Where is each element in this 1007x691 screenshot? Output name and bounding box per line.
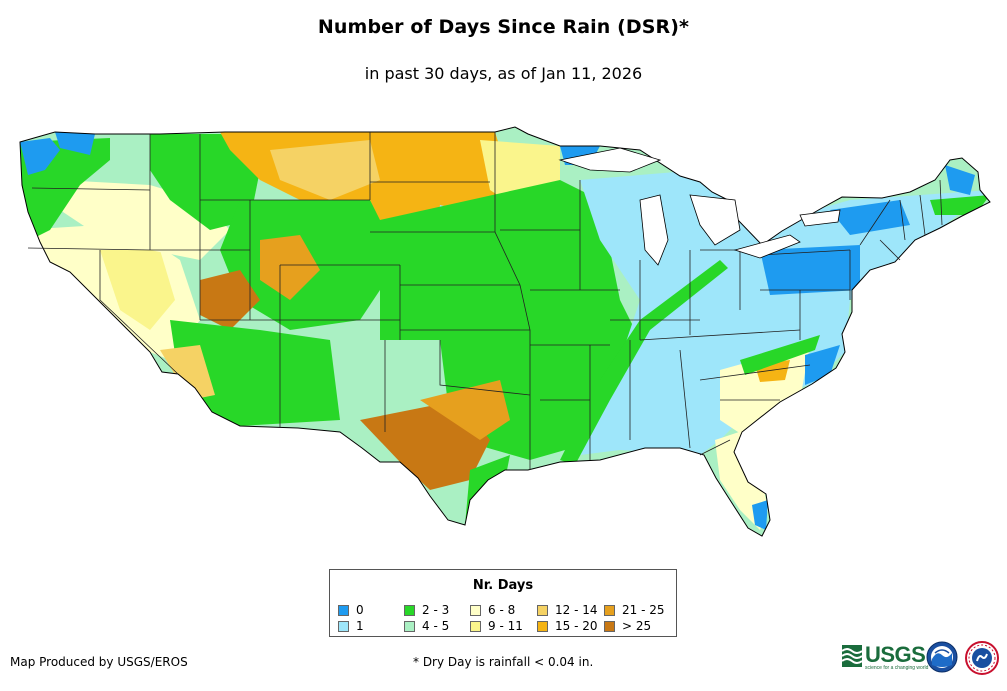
- legend-item-1: 1: [338, 619, 364, 633]
- legend-label: 9 - 11: [488, 619, 523, 633]
- legend-item-8: 21 - 25: [604, 603, 665, 617]
- legend-label: 4 - 5: [422, 619, 450, 633]
- region-eastern-us: [580, 170, 990, 455]
- lake-huron: [689, 194, 741, 246]
- legend-item-4: 6 - 8: [470, 603, 515, 617]
- region-utah-orange: [200, 270, 260, 330]
- legend-label: 15 - 20: [555, 619, 598, 633]
- region-maine-blue: [945, 165, 975, 195]
- region-texas-orange: [420, 380, 510, 440]
- usgs-wordmark: USGS: [865, 641, 926, 667]
- legend-item-3: 4 - 5: [404, 619, 449, 633]
- footnote: * Dry Day is rainfall < 0.04 in.: [413, 655, 594, 669]
- legend-label: 12 - 14: [555, 603, 598, 617]
- region-new-england-blue: [830, 200, 910, 235]
- legend-swatch: [470, 604, 481, 616]
- region-northern-rockies: [150, 134, 260, 230]
- legend-swatch: [404, 604, 415, 616]
- us-outline: [19, 126, 991, 537]
- legend-label: 0: [356, 603, 364, 617]
- legend-item-7: 15 - 20: [537, 619, 598, 633]
- usgs-wave-icon: [842, 645, 862, 667]
- region-interior-west: [100, 250, 175, 330]
- legend-swatch: [537, 620, 548, 632]
- legend-label: 2 - 3: [422, 603, 450, 617]
- map-credit: Map Produced by USGS/EROS: [10, 655, 188, 669]
- region-arizona-yellow: [160, 345, 215, 400]
- region-montana-yellow: [270, 140, 380, 200]
- legend-item-6: 12 - 14: [537, 603, 598, 617]
- lake-erie: [733, 234, 801, 259]
- legend-item-2: 2 - 3: [404, 603, 449, 617]
- us-dsr-map: [19, 126, 991, 537]
- region-nc-coast-blue: [805, 345, 840, 385]
- legend-swatch: [537, 604, 548, 616]
- lake-superior: [558, 147, 662, 173]
- map-subtitle: in past 30 days, as of Jan 11, 2026: [364, 64, 643, 83]
- nws-logo-icon: [965, 641, 999, 675]
- region-carolinas-green: [740, 335, 820, 375]
- state-boundaries: [27, 132, 943, 470]
- lake-michigan: [639, 194, 669, 266]
- region-ohio-valley-blue: [760, 245, 860, 295]
- region-florida-south: [752, 500, 768, 530]
- legend-item-9: > 25: [604, 619, 651, 633]
- legend-label: 21 - 25: [622, 603, 665, 617]
- region-southwest: [170, 320, 340, 426]
- noaa-logo-icon: [926, 641, 958, 673]
- legend-label: 1: [356, 619, 364, 633]
- great-lakes: [558, 147, 841, 266]
- legend-swatch: [338, 620, 349, 632]
- legend-label: 6 - 8: [488, 603, 516, 617]
- legend-swatch: [404, 620, 415, 632]
- map-title: Number of Days Since Rain (DSR)*: [317, 16, 690, 38]
- region-washington-north: [55, 132, 95, 155]
- legend-swatch: [604, 620, 615, 632]
- legend-title: Nr. Days: [472, 578, 534, 593]
- legend-item-0: 0: [338, 603, 364, 617]
- legend-item-5: 9 - 11: [470, 619, 523, 633]
- region-appalachian-green: [560, 260, 728, 465]
- legend: Nr. Days 0 1 2 - 3 4 - 5 6 - 8 9 - 11 12…: [329, 569, 677, 637]
- usgs-tagline: science for a changing world: [865, 664, 929, 671]
- usgs-logo: USGS science for a changing world: [842, 641, 928, 671]
- legend-label: > 25: [622, 619, 652, 633]
- legend-swatch: [338, 604, 349, 616]
- legend-swatch: [470, 620, 481, 632]
- legend-swatch: [604, 604, 615, 616]
- lake-ontario: [799, 209, 841, 227]
- region-colorado-orange: [260, 235, 320, 300]
- region-washington-coast: [20, 138, 60, 175]
